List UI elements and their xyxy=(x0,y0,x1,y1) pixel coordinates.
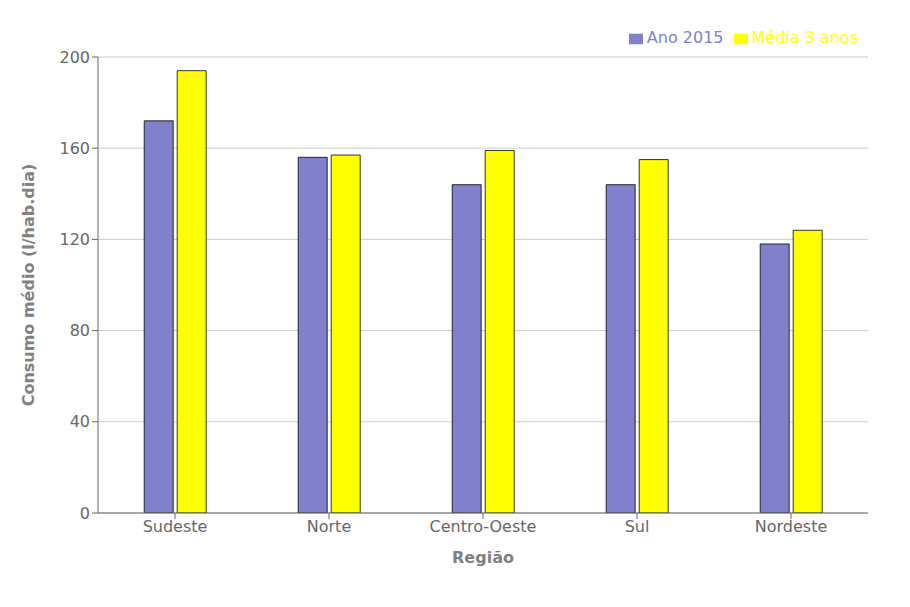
html-text:Média 3 anos: Média 3 anos xyxy=(751,28,858,47)
svg-text:Centro-Oeste: Centro-Oeste xyxy=(430,517,537,536)
svg-text:Consumo médio (l/hab.dia): Consumo médio (l/hab.dia) xyxy=(19,164,38,407)
svg-text:200: 200 xyxy=(59,48,90,67)
svg-text:120: 120 xyxy=(59,230,90,249)
svg-text:Nordeste: Nordeste xyxy=(755,517,828,536)
svg-text:0: 0 xyxy=(80,504,90,523)
svg-text:Sudeste: Sudeste xyxy=(143,517,208,536)
html-text:Ano 2015: Ano 2015 xyxy=(646,28,724,47)
svg-text:Região: Região xyxy=(452,548,514,567)
svg-text:Norte: Norte xyxy=(307,517,351,536)
svg-text:Sul: Sul xyxy=(625,517,650,536)
svg-text:80: 80 xyxy=(70,321,90,340)
svg-text:160: 160 xyxy=(59,139,90,158)
svg-text:40: 40 xyxy=(70,412,90,431)
